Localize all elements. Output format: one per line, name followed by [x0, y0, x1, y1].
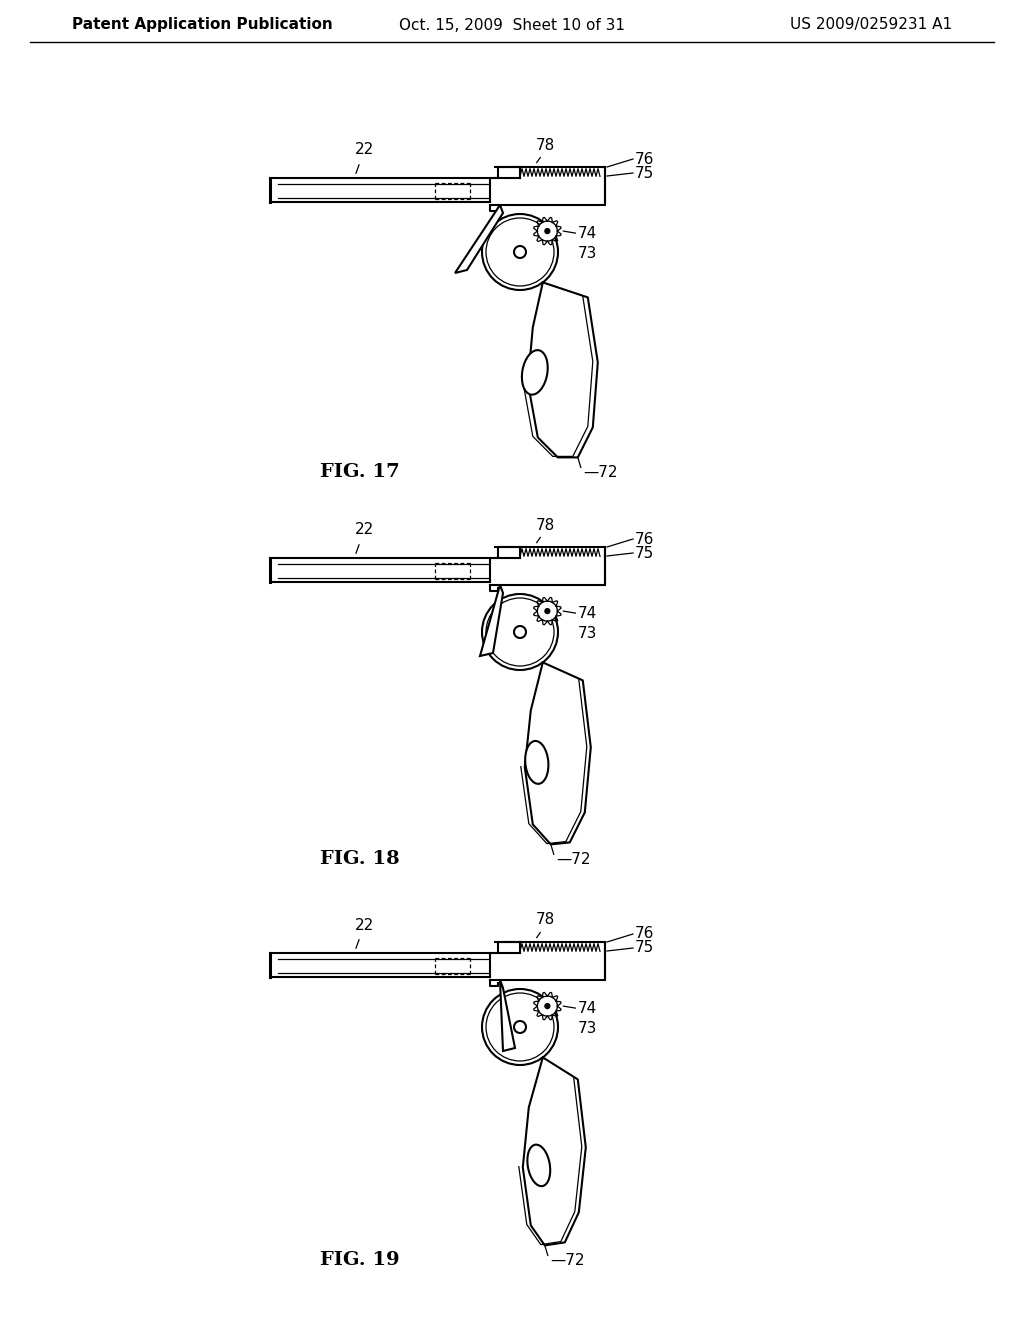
Polygon shape — [523, 1057, 586, 1245]
Text: 73: 73 — [578, 626, 597, 640]
Text: FIG. 17: FIG. 17 — [321, 463, 399, 482]
Text: 22: 22 — [355, 143, 375, 157]
Text: 76: 76 — [635, 532, 654, 546]
Polygon shape — [524, 663, 591, 845]
Text: 75: 75 — [635, 940, 654, 956]
Circle shape — [545, 228, 550, 234]
Text: —72: —72 — [583, 465, 617, 480]
Text: 22: 22 — [355, 523, 375, 537]
Text: 74: 74 — [578, 606, 597, 620]
Text: Oct. 15, 2009  Sheet 10 of 31: Oct. 15, 2009 Sheet 10 of 31 — [399, 17, 625, 33]
Text: Patent Application Publication: Patent Application Publication — [72, 17, 333, 33]
Circle shape — [545, 609, 550, 614]
Text: 78: 78 — [536, 517, 555, 532]
Text: 76: 76 — [635, 927, 654, 941]
Text: FIG. 19: FIG. 19 — [321, 1251, 399, 1270]
Ellipse shape — [527, 1144, 550, 1187]
Text: 75: 75 — [635, 545, 654, 561]
Text: —72: —72 — [550, 1253, 585, 1269]
Circle shape — [545, 1003, 550, 1008]
Text: —72: —72 — [556, 851, 590, 867]
Text: US 2009/0259231 A1: US 2009/0259231 A1 — [790, 17, 952, 33]
Text: 78: 78 — [536, 137, 555, 153]
Text: 73: 73 — [578, 246, 597, 260]
Text: 75: 75 — [635, 165, 654, 181]
Circle shape — [538, 601, 557, 622]
Polygon shape — [455, 205, 503, 273]
Text: 76: 76 — [635, 152, 654, 166]
Polygon shape — [480, 585, 503, 656]
Ellipse shape — [525, 741, 549, 784]
Polygon shape — [527, 282, 598, 458]
Text: 73: 73 — [578, 1020, 597, 1036]
Polygon shape — [500, 979, 515, 1051]
Ellipse shape — [522, 350, 548, 395]
Text: 74: 74 — [578, 226, 597, 240]
Text: 22: 22 — [355, 917, 375, 932]
Text: 74: 74 — [578, 1001, 597, 1015]
Circle shape — [538, 997, 557, 1016]
Circle shape — [538, 220, 557, 242]
Text: FIG. 18: FIG. 18 — [321, 850, 399, 869]
Text: 78: 78 — [536, 912, 555, 928]
